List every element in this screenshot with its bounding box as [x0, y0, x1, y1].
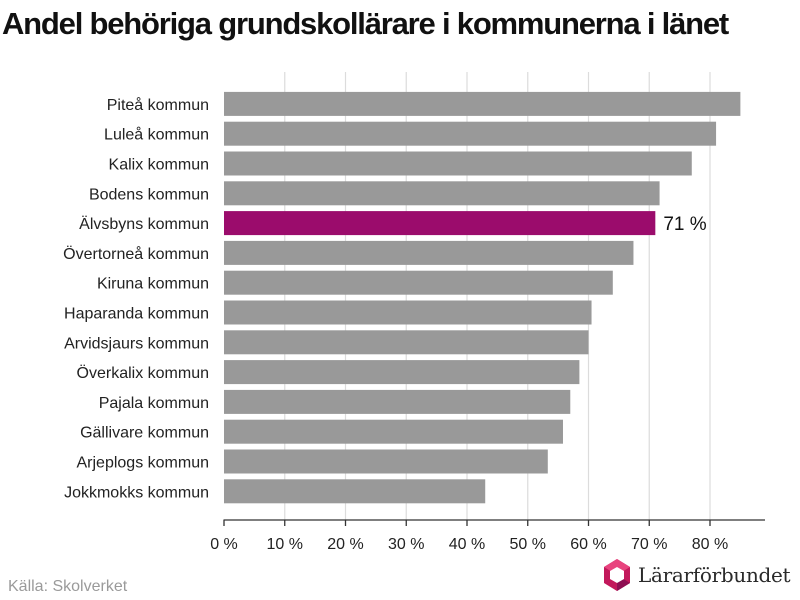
- x-tick-label: 20 %: [327, 536, 363, 553]
- x-tick-label: 0 %: [210, 536, 238, 553]
- category-label: Överkalix kommun: [77, 364, 209, 382]
- logo-text: Lärarförbundet: [638, 563, 791, 587]
- x-tick-label: 10 %: [267, 536, 303, 553]
- category-label: Luleå kommun: [104, 126, 209, 144]
- category-label: Kalix kommun: [109, 157, 209, 174]
- category-label: Övertorneå kommun: [63, 245, 209, 263]
- bar: [224, 181, 660, 206]
- lararforbundet-logo: Lärarförbundet: [602, 558, 791, 592]
- bar: [224, 389, 571, 414]
- bar: [224, 151, 692, 176]
- bar: [224, 211, 656, 236]
- category-label: Älvsbyns kommun: [79, 215, 209, 233]
- chart-title: Andel behöriga grundskollärare i kommune…: [2, 6, 729, 41]
- x-tick-label: 50 %: [510, 536, 546, 553]
- bar-chart: Piteå kommun Luleå kommun Kalix kommun Bode…: [63, 72, 765, 553]
- category-label: Arvidsjaurs kommun: [64, 335, 209, 352]
- bar: [224, 330, 589, 355]
- data-label: 71 %: [663, 214, 706, 235]
- bar: [224, 91, 741, 116]
- bar: [224, 300, 592, 325]
- bar: [224, 449, 548, 474]
- bar: [224, 419, 563, 444]
- category-label: Kiruna kommun: [97, 276, 209, 293]
- category-label: Piteå kommun: [107, 96, 209, 114]
- category-label: Pajala kommun: [99, 395, 209, 412]
- category-label: Gällivare kommun: [80, 425, 209, 442]
- category-label: Haparanda kommun: [64, 306, 209, 323]
- x-tick-label: 40 %: [449, 536, 485, 553]
- x-tick-label: 80 %: [692, 536, 728, 553]
- bar: [224, 360, 580, 385]
- bar: [224, 270, 613, 295]
- x-tick-label: 30 %: [388, 536, 424, 553]
- bar: [224, 121, 717, 146]
- category-label: Arjeplogs kommun: [77, 455, 210, 472]
- category-label: Jokkmokks kommun: [64, 484, 209, 501]
- bar: [224, 479, 486, 504]
- lararforbundet-logo-icon: [604, 559, 630, 591]
- x-tick-label: 70 %: [631, 536, 667, 553]
- source-note: Källa: Skolverket: [8, 578, 128, 595]
- x-tick-label: 60 %: [570, 536, 606, 553]
- category-label: Bodens kommun: [89, 186, 209, 203]
- bar: [224, 240, 634, 265]
